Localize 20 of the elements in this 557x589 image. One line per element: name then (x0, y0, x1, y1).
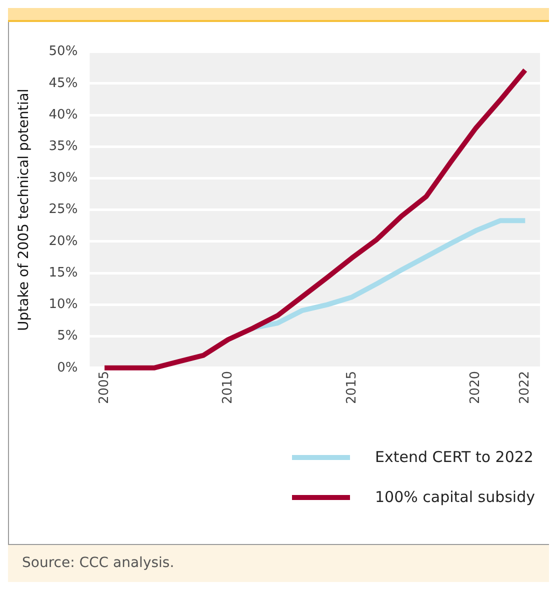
y-tick-label: 0% (57, 360, 78, 376)
y-axis-title: Uptake of 2005 technical potential (16, 88, 32, 331)
y-tick-label: 15% (48, 265, 78, 280)
y-tick-label: 35% (48, 139, 78, 154)
y-tick-label: 25% (48, 202, 78, 218)
y-tick-label: 20% (48, 234, 78, 249)
x-tick-label: 2022 (518, 370, 533, 404)
y-tick-label: 10% (48, 297, 78, 312)
source-note: Source: CCC analysis. (8, 545, 549, 581)
x-tick-label: 2010 (220, 370, 236, 404)
y-tick-label: 50% (48, 44, 78, 60)
y-tick-label: 5% (57, 328, 78, 344)
legend-label: Extend CERT to 2022 (374, 448, 534, 466)
x-tick-label: 2015 (344, 370, 360, 404)
y-tick-label: 40% (48, 107, 78, 122)
y-tick-label: 30% (48, 170, 78, 186)
legend-label: 100% capital subsidy (374, 488, 535, 506)
x-tick-label: 2005 (96, 370, 112, 404)
y-tick-label: 45% (48, 76, 78, 91)
x-tick-label: 2020 (468, 370, 484, 404)
